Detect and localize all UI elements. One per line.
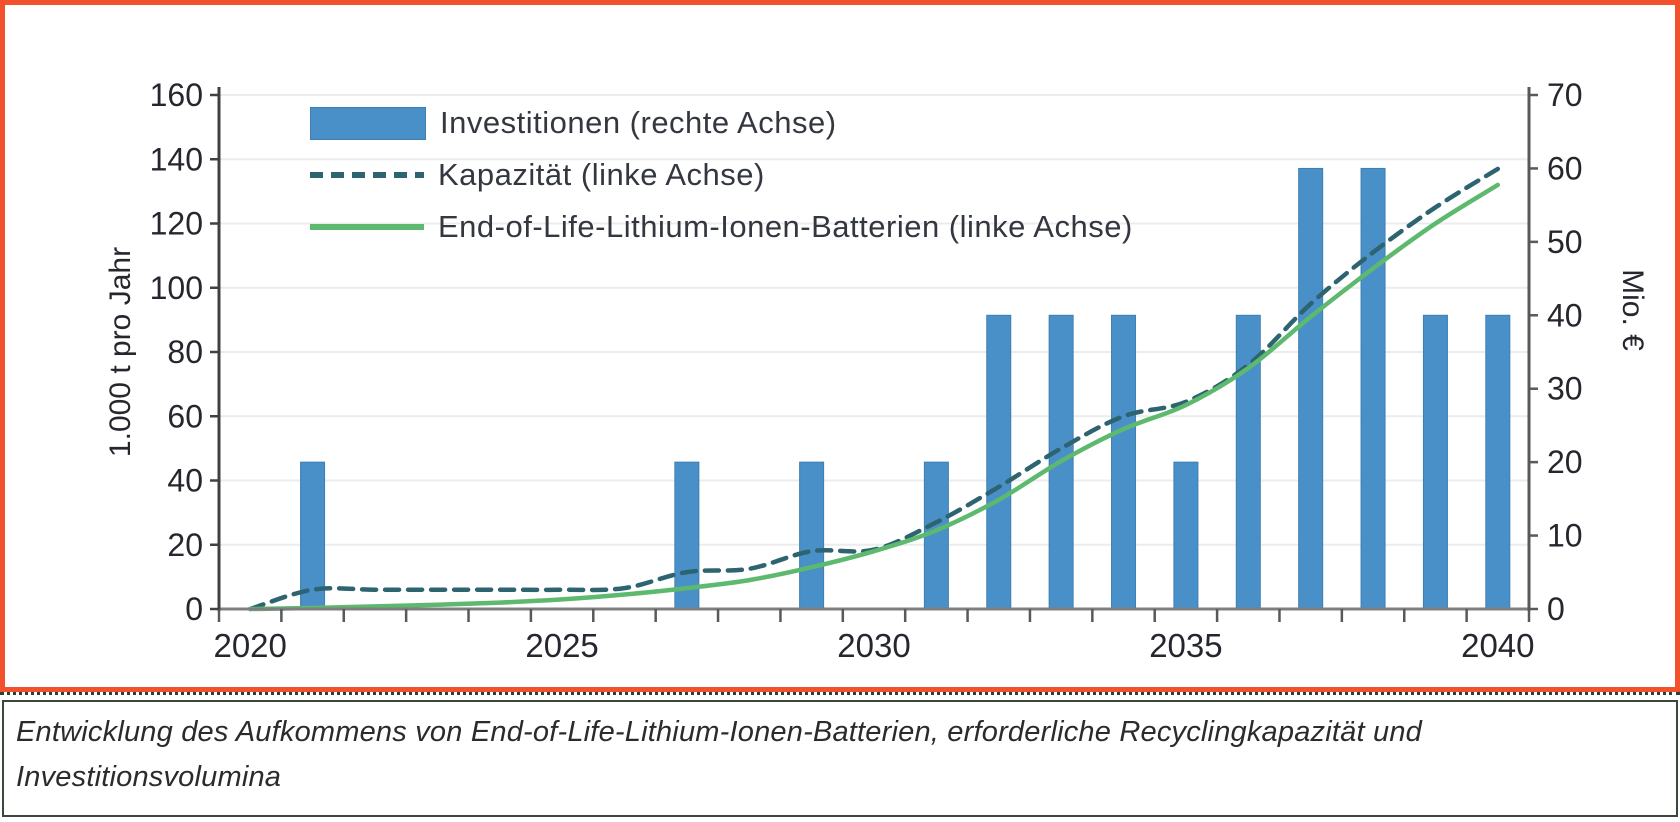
chart-legend: Investitionen (rechte Achse) Kapazität (…: [310, 97, 1133, 253]
legend-item-investitionen: Investitionen (rechte Achse): [310, 97, 1133, 149]
left-axis-tick-60: 60: [167, 398, 203, 434]
right-axis-tick-70: 70: [1547, 77, 1583, 113]
right-axis-tick-60: 60: [1547, 150, 1583, 186]
chart-canvas: 0204060801001201401600102030405060702020…: [104, 77, 1649, 664]
right-axis-tick-20: 20: [1547, 444, 1583, 480]
bar-2035: [1173, 461, 1199, 610]
axis-tick-labels: 0204060801001201401600102030405060702020…: [150, 77, 1583, 664]
left-axis-tick-120: 120: [150, 206, 203, 242]
legend-item-kapazitaet: Kapazität (linke Achse): [310, 149, 1133, 201]
caption-text-line1: Entwicklung des Aufkommens von End-of-Li…: [16, 716, 1422, 748]
x-axis-tick-2035: 2035: [1149, 627, 1222, 664]
right-axis-tick-50: 50: [1547, 224, 1583, 260]
line-series-eol-batterien: [247, 182, 1501, 612]
bar-2021: [300, 461, 326, 610]
left-axis-tick-40: 40: [167, 463, 203, 499]
legend-label-kapazitaet: Kapazität (linke Achse): [438, 157, 765, 192]
right-axis-tick-10: 10: [1547, 518, 1583, 554]
x-axis-tick-2030: 2030: [837, 627, 910, 664]
left-axis-tick-160: 160: [150, 77, 203, 113]
legend-swatch-solid-line-icon: [310, 224, 424, 230]
x-axis-tick-2025: 2025: [525, 627, 598, 664]
left-axis-tick-80: 80: [167, 334, 203, 370]
right-axis-title: Mio. €: [1616, 269, 1649, 351]
bar-2040: [1485, 314, 1511, 610]
left-axis-title: 1.000 t pro Jahr: [104, 247, 137, 457]
bar-2038: [1360, 167, 1386, 610]
left-axis-tick-100: 100: [150, 270, 203, 306]
x-axis-tick-2040: 2040: [1461, 627, 1534, 664]
legend-item-eol-batterien: End-of-Life-Lithium-Ionen-Batterien (lin…: [310, 201, 1133, 253]
legend-label-investitionen: Investitionen (rechte Achse): [440, 105, 837, 140]
right-axis-tick-30: 30: [1547, 371, 1583, 407]
right-axis-tick-40: 40: [1547, 297, 1583, 333]
bar-2029: [799, 461, 825, 610]
bar-2032: [986, 314, 1012, 610]
left-axis-tick-20: 20: [167, 527, 203, 563]
left-axis-tick-140: 140: [150, 141, 203, 177]
x-axis-tick-2020: 2020: [213, 627, 286, 664]
caption-section: Entwicklung des Aufkommens von End-of-Li…: [0, 692, 1680, 819]
axes: [210, 87, 1538, 622]
left-axis-tick-0: 0: [185, 591, 203, 627]
chart-panel: 0 20 40 60 80 100 120 140 160 0 10 20 30 40 50 60 70 2020…: [0, 0, 1680, 692]
bar-2039: [1422, 314, 1448, 610]
legend-label-eol-batterien: End-of-Life-Lithium-Ionen-Batterien (lin…: [438, 209, 1133, 244]
legend-swatch-bar-icon: [310, 106, 426, 140]
gridlines: [219, 94, 1529, 546]
caption-text-line2: Investitionsvolumina: [16, 761, 282, 793]
right-axis-tick-0: 0: [1547, 591, 1565, 627]
caption-box: Entwicklung des Aufkommens von End-of-Li…: [2, 700, 1678, 817]
bar-2034: [1111, 314, 1137, 610]
legend-swatch-dashed-line-icon: [310, 172, 424, 178]
bar-2037: [1298, 167, 1324, 610]
